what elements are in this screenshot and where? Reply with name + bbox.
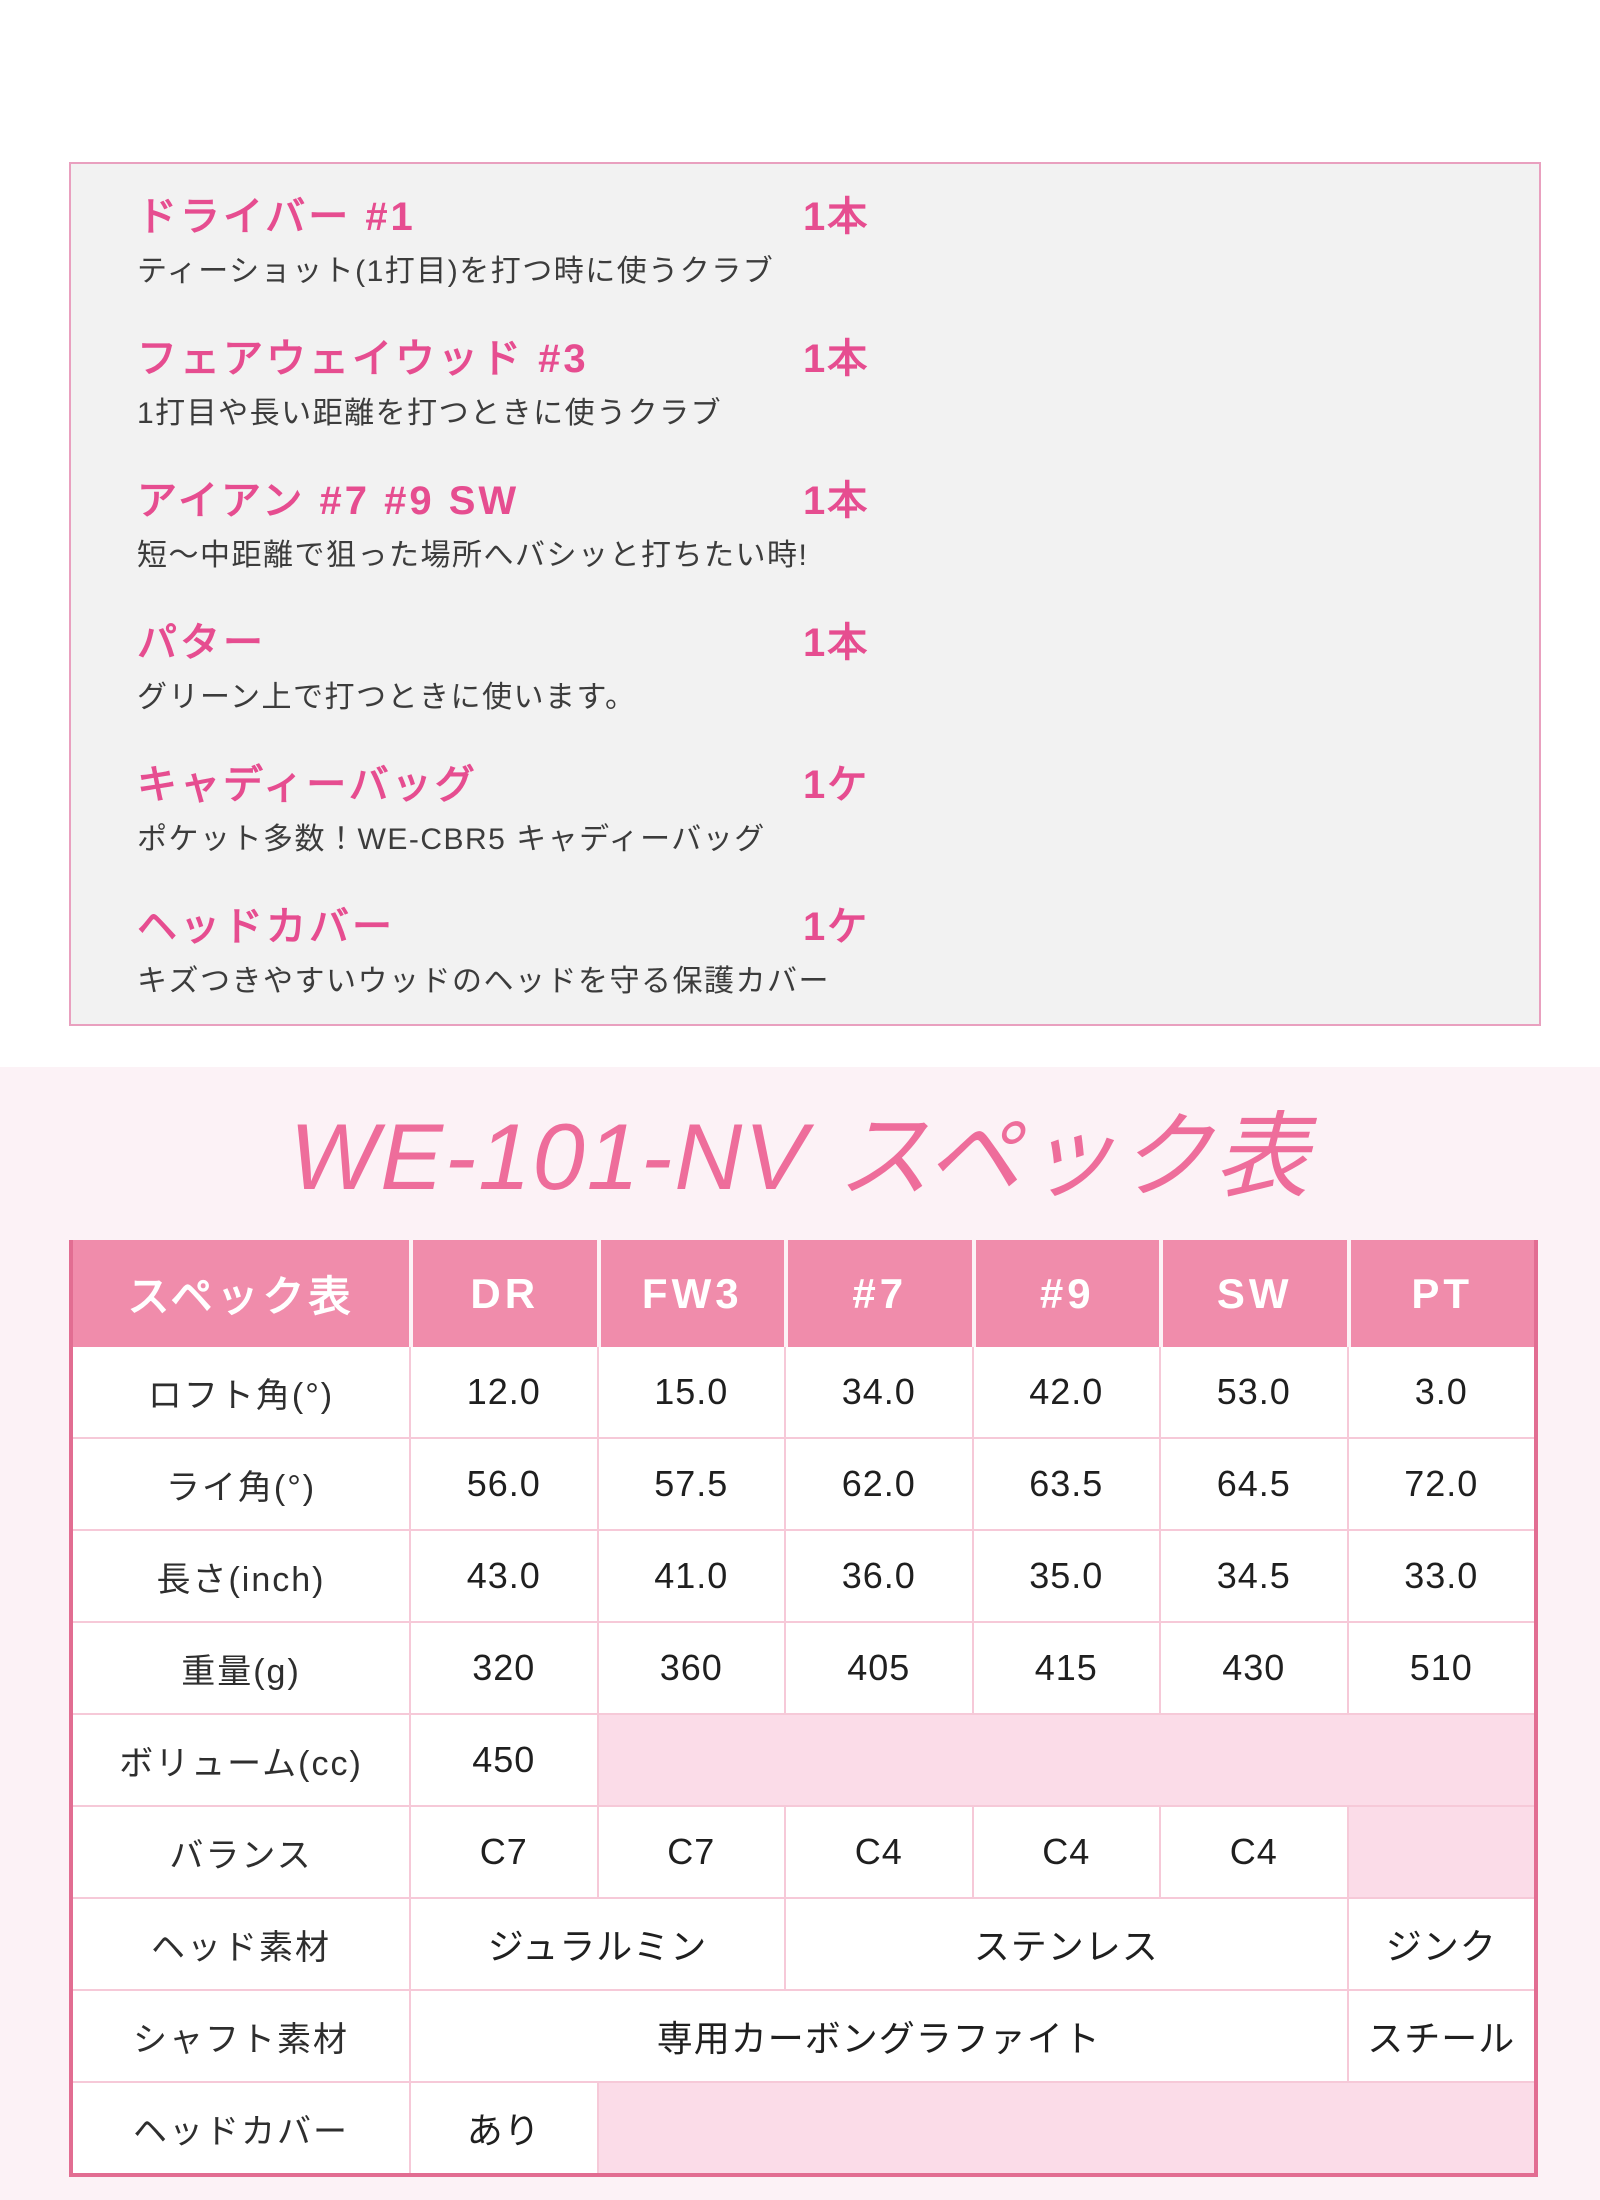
spec-value-cell: 15.0 — [598, 1347, 784, 1437]
spec-value-cell: 62.0 — [786, 1439, 972, 1529]
spec-value-cell: 34.0 — [786, 1347, 972, 1437]
spec-value-cell: 64.5 — [1161, 1439, 1347, 1529]
spec-value-cell: ジュラルミン — [411, 1899, 784, 1989]
club-set-contents-panel: ドライバー #1 1本 ティーショット(1打目)を打つ時に使うクラブ フェアウェ… — [69, 162, 1541, 1026]
club-name: フェアウェイウッド #3 — [137, 337, 589, 381]
row-label-balance: バランス — [73, 1807, 409, 1897]
spec-value-cell: 510 — [1348, 1623, 1534, 1713]
spec-table: スペック表 DR FW3 #7 #9 SW PT ロフト角(°) 12.0 15… — [69, 1240, 1538, 2177]
spec-table-title: WE-101-NV スペック表 — [289, 1104, 1311, 1209]
spec-value-cell: 36.0 — [786, 1531, 972, 1621]
club-count: 1本 — [803, 479, 870, 523]
club-description: ティーショット(1打目)を打つ時に使うクラブ — [137, 255, 775, 288]
spec-value-cell: 35.0 — [973, 1531, 1159, 1621]
spec-value-cell: 41.0 — [598, 1531, 784, 1621]
club-item-header: ドライバー #1 1本 — [137, 194, 1499, 240]
spec-value-cell: C4 — [1161, 1807, 1347, 1897]
spec-value-cell: 3.0 — [1348, 1347, 1534, 1437]
spec-value-cell: C7 — [411, 1807, 597, 1897]
spec-value-cell: ステンレス — [786, 1899, 1347, 1989]
spec-value-cell: C4 — [786, 1807, 972, 1897]
spec-value-cell: 12.0 — [411, 1347, 597, 1437]
club-count: 1ケ — [803, 763, 870, 807]
row-label-shaft-material: シャフト素材 — [73, 1991, 409, 2081]
club-name: ドライバー #1 — [137, 195, 416, 239]
club-item-head-cover: ヘッドカバー 1ケ キズつきやすいウッドのヘッドを守る保護カバー — [137, 904, 1499, 1046]
club-count: 1ケ — [803, 905, 870, 949]
row-label-lie: ライ角(°) — [73, 1439, 409, 1529]
spec-value-cell: 63.5 — [973, 1439, 1159, 1529]
spec-value-cell: スチール — [1348, 1991, 1534, 2081]
spec-value-cell: 360 — [598, 1623, 784, 1713]
club-item-iron: アイアン #7 #9 SW 1本 短〜中距離で狙った場所へバシッと打ちたい時! — [137, 478, 1499, 620]
spec-value-cell: 415 — [973, 1623, 1159, 1713]
club-description: キズつきやすいウッドのヘッドを守る保護カバー — [137, 965, 830, 998]
spec-value-cell: 専用カーボングラファイト — [411, 1991, 1347, 2081]
column-header-spec: スペック表 — [73, 1240, 409, 1347]
spec-value-cell: 33.0 — [1348, 1531, 1534, 1621]
row-label-length: 長さ(inch) — [73, 1531, 409, 1621]
spec-blank-cell — [1348, 1807, 1534, 1897]
club-item-putter: パター 1本 グリーン上で打つときに使います。 — [137, 620, 1499, 762]
club-item-header: キャディーバッグ 1ケ — [137, 762, 1499, 808]
row-label-weight: 重量(g) — [73, 1623, 409, 1713]
column-header-sw: SW — [1163, 1240, 1347, 1347]
club-item-header: フェアウェイウッド #3 1本 — [137, 336, 1499, 382]
club-item-header: ヘッドカバー 1ケ — [137, 904, 1499, 950]
spec-value-cell: ジンク — [1348, 1899, 1534, 1989]
row-label-loft: ロフト角(°) — [73, 1347, 409, 1437]
spec-value-cell: 405 — [786, 1623, 972, 1713]
spec-table-body: ロフト角(°) 12.0 15.0 34.0 42.0 53.0 3.0 ライ角… — [73, 1347, 1534, 2173]
spec-section: WE-101-NV スペック表 スペック表 DR FW3 #7 #9 SW PT… — [0, 1067, 1600, 2200]
spec-table-header-row: スペック表 DR FW3 #7 #9 SW PT — [73, 1240, 1534, 1347]
club-item-header: パター 1本 — [137, 620, 1499, 666]
spec-value-cell: 34.5 — [1161, 1531, 1347, 1621]
row-label-head-material: ヘッド素材 — [73, 1899, 409, 1989]
spec-value-cell: 320 — [411, 1623, 597, 1713]
club-item-driver: ドライバー #1 1本 ティーショット(1打目)を打つ時に使うクラブ — [137, 194, 1499, 336]
club-name: アイアン #7 #9 SW — [137, 479, 520, 523]
club-name: キャディーバッグ — [137, 763, 478, 807]
spec-blank-cell — [598, 2083, 1534, 2173]
spec-value-cell: 53.0 — [1161, 1347, 1347, 1437]
column-header-fw3: FW3 — [600, 1240, 784, 1347]
club-description: グリーン上で打つときに使います。 — [137, 681, 637, 714]
row-label-volume: ボリューム(cc) — [73, 1715, 409, 1805]
spec-value-cell: 430 — [1161, 1623, 1347, 1713]
column-header-pt: PT — [1350, 1240, 1534, 1347]
club-name: パター — [137, 621, 266, 665]
club-count: 1本 — [803, 337, 870, 381]
club-count: 1本 — [803, 621, 870, 665]
spec-value-cell: 43.0 — [411, 1531, 597, 1621]
spec-value-cell: 57.5 — [598, 1439, 784, 1529]
row-label-headcover: ヘッドカバー — [73, 2083, 409, 2173]
spec-value-cell: C4 — [973, 1807, 1159, 1897]
club-name: ヘッドカバー — [137, 905, 395, 949]
spec-value-cell: 450 — [411, 1715, 597, 1805]
spec-blank-cell — [598, 1715, 1534, 1805]
spec-value-cell: あり — [411, 2083, 597, 2173]
club-description: ポケット多数！WE-CBR5 キャディーバッグ — [137, 823, 766, 856]
club-item-header: アイアン #7 #9 SW 1本 — [137, 478, 1499, 524]
club-item-caddy-bag: キャディーバッグ 1ケ ポケット多数！WE-CBR5 キャディーバッグ — [137, 762, 1499, 904]
spec-value-cell: 72.0 — [1348, 1439, 1534, 1529]
club-description: 短〜中距離で狙った場所へバシッと打ちたい時! — [137, 539, 809, 572]
column-header-9i: #9 — [975, 1240, 1159, 1347]
spec-value-cell: C7 — [598, 1807, 784, 1897]
club-description: 1打目や長い距離を打つときに使うクラブ — [137, 397, 723, 430]
spec-value-cell: 56.0 — [411, 1439, 597, 1529]
column-header-7i: #7 — [788, 1240, 972, 1347]
club-item-fairway-wood: フェアウェイウッド #3 1本 1打目や長い距離を打つときに使うクラブ — [137, 336, 1499, 478]
column-header-dr: DR — [413, 1240, 597, 1347]
club-count: 1本 — [803, 195, 870, 239]
spec-value-cell: 42.0 — [973, 1347, 1159, 1437]
